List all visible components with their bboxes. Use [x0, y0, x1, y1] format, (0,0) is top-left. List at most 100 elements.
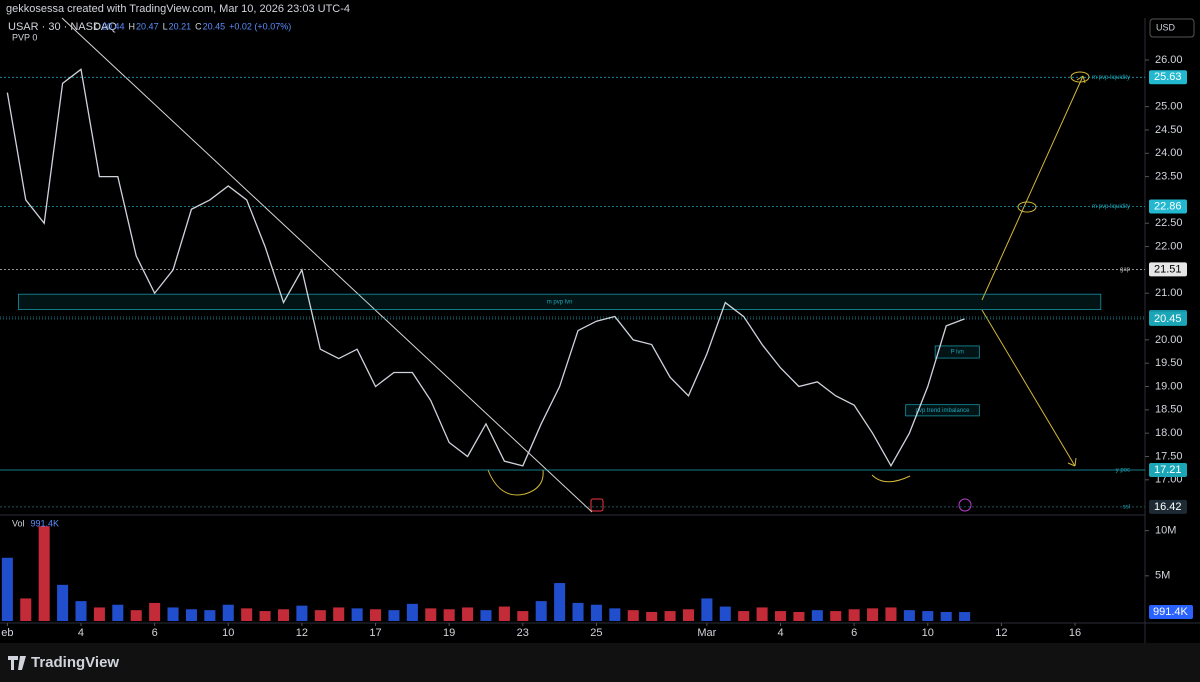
x-tick-label: eb	[1, 627, 13, 639]
x-tick-label: 4	[78, 627, 84, 639]
volume-bar	[848, 609, 860, 621]
level-label: gap	[1120, 267, 1131, 273]
ohlc-value: 20.47	[136, 21, 159, 31]
volume-bar	[554, 583, 566, 621]
y-tick-label: 24.50	[1155, 124, 1183, 136]
zone-label: pvp trend imbalance	[915, 408, 970, 414]
zone-label: m pvp lvn	[547, 299, 573, 305]
price-tag-label: 25.63	[1154, 71, 1182, 83]
y-tick-label: 24.00	[1155, 147, 1183, 159]
level-label: m pvp liquidity	[1092, 204, 1130, 210]
projection-arrows	[981, 75, 1084, 467]
price-line	[6, 68, 965, 468]
arrow-heads	[1067, 75, 1086, 467]
volume-bar	[793, 611, 805, 621]
price-tag	[1149, 262, 1187, 277]
volume-bar	[112, 604, 124, 621]
volume-bar	[130, 610, 142, 621]
zone	[18, 293, 1102, 310]
x-tick-label: 10	[922, 627, 934, 639]
ohlc-letter: C	[195, 21, 202, 31]
trendline	[61, 17, 593, 513]
volume-bar	[75, 601, 87, 621]
price-tag-label: 16.42	[1154, 501, 1182, 513]
y-tick-label: 17.50	[1155, 450, 1183, 462]
volume-bar	[609, 608, 621, 621]
volume-bar	[443, 609, 455, 621]
volume-bar	[940, 611, 952, 621]
price-tag	[1149, 499, 1187, 514]
price-tag	[1149, 311, 1187, 326]
volume-bar	[185, 609, 197, 621]
event-icon[interactable]	[958, 498, 972, 512]
low-highlight	[871, 474, 911, 483]
y-tick-label: 19.50	[1155, 357, 1183, 369]
volume-bar	[682, 609, 694, 621]
level-label: y poc	[1116, 468, 1130, 474]
volume-bar	[462, 607, 474, 621]
symbol: USAR · 30 · NASDAQ	[8, 21, 117, 33]
x-tick-label: 25	[590, 627, 602, 639]
volume-bar	[57, 584, 69, 621]
y-tick-label: 18.50	[1155, 404, 1183, 416]
volume-bar	[922, 611, 934, 621]
x-tick-label: 19	[443, 627, 455, 639]
y-tick-label: 19.00	[1155, 380, 1183, 392]
volume-bar	[406, 603, 418, 621]
volume-bar	[20, 598, 32, 621]
x-tick-label: Mar	[697, 627, 716, 639]
volume-bar	[738, 611, 750, 621]
y-tick-label: 5M	[1155, 570, 1170, 582]
volume-bar	[572, 602, 584, 621]
target-circle	[1017, 201, 1037, 213]
x-tick-label: 4	[777, 627, 783, 639]
volume-bar	[664, 611, 676, 621]
earnings-icon[interactable]	[590, 498, 604, 512]
ohlc-letter: O	[94, 21, 101, 31]
volume-bar	[756, 607, 768, 621]
price-tag-label: 20.45	[1154, 313, 1182, 325]
volume-bar	[517, 611, 529, 621]
volume-bar	[277, 609, 290, 621]
y-tick-label: 10M	[1155, 525, 1176, 537]
volume-bar	[719, 606, 731, 621]
price-tag	[1149, 463, 1187, 478]
currency-box[interactable]	[1149, 18, 1195, 38]
volume-bar	[903, 610, 915, 621]
volume-current: 991.4K	[31, 518, 60, 528]
x-tick-label: 12	[995, 627, 1007, 639]
y-tick-label: 23.50	[1155, 171, 1183, 183]
ohlc-letter: H	[129, 21, 136, 31]
volume-bar	[425, 608, 437, 621]
price-tag-label: 17.21	[1154, 464, 1182, 476]
volume-bar	[149, 602, 161, 621]
volume-bar	[774, 611, 787, 621]
y-tick-label: 22.00	[1155, 240, 1183, 252]
volume-bar	[627, 610, 639, 621]
ohlc-value: 20.45	[203, 21, 226, 31]
volume-bar	[701, 598, 713, 621]
volume-bar	[811, 610, 823, 621]
low-highlight	[487, 469, 544, 496]
level-label: m pvp liquidity	[1092, 75, 1130, 81]
volume-title: Vol	[12, 518, 25, 528]
indicator: PVP 0	[12, 32, 37, 42]
volume-bar	[351, 608, 363, 621]
y-tick-label: 26.00	[1155, 54, 1183, 66]
zone-label: P lvn	[951, 350, 964, 356]
volume-bar	[1, 557, 13, 621]
brand: TradingView	[31, 654, 119, 671]
volume-bar	[204, 610, 216, 621]
currency: USD	[1156, 22, 1176, 32]
x-tick-label: 12	[296, 627, 308, 639]
volume-bar	[333, 607, 345, 621]
volume-bar	[370, 609, 382, 621]
volume-bar	[296, 605, 308, 621]
price-tag-label: 22.86	[1154, 200, 1182, 212]
volume-bar	[222, 604, 234, 621]
volume-tag	[1149, 605, 1193, 620]
footer	[0, 643, 1200, 682]
ohlc-value: 20.21	[169, 21, 192, 31]
